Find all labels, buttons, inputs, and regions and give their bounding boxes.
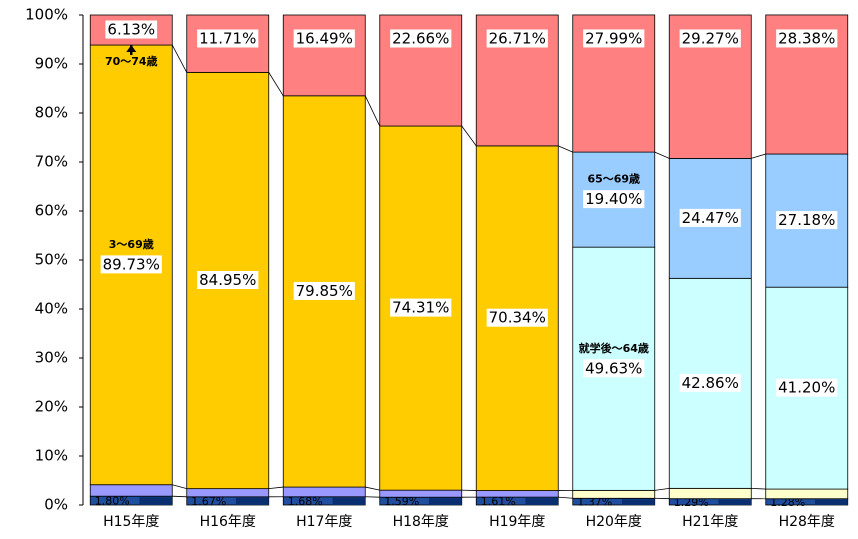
connector <box>365 96 380 126</box>
connector <box>751 154 766 158</box>
series-label: 3～69歳 <box>109 237 154 251</box>
value-label: 6.13% <box>107 21 155 39</box>
connector <box>365 487 380 490</box>
value-label: 11.71% <box>199 30 256 48</box>
stripe <box>718 500 751 505</box>
value-label: 84.95% <box>199 271 256 289</box>
stripe <box>622 499 655 505</box>
y-tick-label: 100% <box>25 6 68 24</box>
y-tick-label: 40% <box>35 300 68 318</box>
connector <box>558 146 573 152</box>
value-label: 27.99% <box>585 29 642 47</box>
y-tick-label: 60% <box>35 202 68 220</box>
stripe <box>236 498 269 505</box>
x-tick-label: H28年度 <box>779 514 835 530</box>
connector <box>462 126 477 146</box>
bar-segment <box>573 490 655 498</box>
connector <box>655 488 670 490</box>
bar-segment <box>669 488 751 498</box>
connector <box>172 496 187 497</box>
value-label: 22.66% <box>392 30 449 48</box>
series-label: 65～69歳 <box>587 172 640 186</box>
series-label: 就学後～64歳 <box>579 341 649 355</box>
value-label: 28.38% <box>778 29 835 47</box>
value-label: 24.47% <box>682 209 739 227</box>
stripe <box>332 498 365 505</box>
stripe <box>429 498 462 505</box>
value-label: 26.71% <box>489 30 546 48</box>
value-label: 89.73% <box>103 255 160 273</box>
bar-segment <box>90 485 172 496</box>
bar-segment <box>187 489 269 497</box>
y-tick-label: 30% <box>35 349 68 367</box>
y-tick-label: 50% <box>35 251 68 269</box>
value-label: 70.34% <box>489 309 546 327</box>
value-label: 79.85% <box>296 282 353 300</box>
y-tick-label: 0% <box>44 496 68 514</box>
bar-segment <box>766 489 848 499</box>
bar-segment <box>380 490 462 497</box>
stripe <box>139 497 172 505</box>
value-label: 19.40% <box>585 190 642 208</box>
x-tick-label: H15年度 <box>103 514 159 530</box>
connector <box>558 497 573 498</box>
bar-segment <box>283 487 365 497</box>
x-tick-label: H20年度 <box>586 514 642 530</box>
y-tick-label: 10% <box>35 447 68 465</box>
x-tick-label: H17年度 <box>296 514 352 530</box>
stripe <box>815 500 848 505</box>
x-tick-label: H18年度 <box>393 514 449 530</box>
connector <box>269 72 284 95</box>
connector <box>751 488 766 489</box>
y-tick-label: 90% <box>35 55 68 73</box>
connector <box>172 485 187 489</box>
stripe <box>525 498 558 505</box>
series-label: 70～74歳 <box>105 54 158 68</box>
value-label: 49.63% <box>585 359 642 377</box>
y-tick-label: 20% <box>35 398 68 416</box>
bar-segment <box>476 491 558 498</box>
x-tick-label: H21年度 <box>682 514 738 530</box>
x-tick-label: H19年度 <box>489 514 545 530</box>
connector <box>172 45 187 72</box>
value-label: 74.31% <box>392 299 449 317</box>
value-label: 29.27% <box>682 30 739 48</box>
value-label: 16.49% <box>296 30 353 48</box>
bar-segment <box>283 15 365 96</box>
y-tick-label: 70% <box>35 153 68 171</box>
connector <box>655 152 670 158</box>
x-tick-label: H16年度 <box>200 514 256 530</box>
value-label: 27.18% <box>778 211 835 229</box>
connector <box>269 487 284 489</box>
y-tick-label: 80% <box>35 104 68 122</box>
value-label: 41.20% <box>778 379 835 397</box>
value-label: 42.86% <box>682 374 739 392</box>
